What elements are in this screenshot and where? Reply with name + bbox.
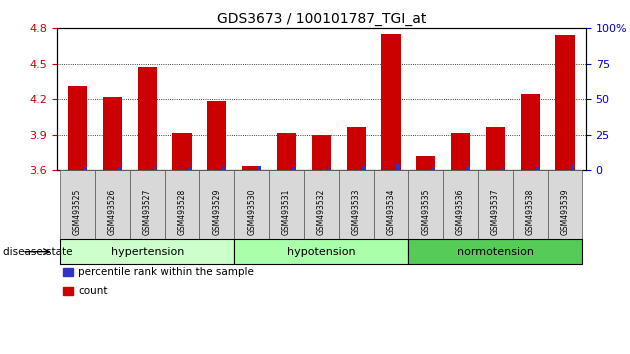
Text: GSM493533: GSM493533 [352, 189, 360, 235]
Text: GSM493537: GSM493537 [491, 189, 500, 235]
Bar [83, 167, 86, 170]
Title: GDS3673 / 100101787_TGI_at: GDS3673 / 100101787_TGI_at [217, 12, 426, 26]
Text: GSM493526: GSM493526 [108, 189, 117, 235]
Bar [188, 167, 191, 170]
Text: count: count [78, 286, 108, 296]
Bar [173, 133, 192, 170]
Text: disease state: disease state [3, 247, 72, 257]
Bar [242, 166, 261, 170]
Text: GSM493534: GSM493534 [386, 189, 396, 235]
Bar [222, 167, 226, 170]
Bar [292, 167, 295, 170]
Bar [346, 127, 365, 170]
Bar [362, 166, 365, 170]
Text: GSM493536: GSM493536 [456, 189, 465, 235]
Text: GSM493527: GSM493527 [143, 189, 152, 235]
Text: GSM493528: GSM493528 [178, 189, 186, 235]
Bar [327, 167, 330, 170]
Bar [451, 133, 470, 170]
Text: GSM493529: GSM493529 [212, 189, 221, 235]
Bar [118, 167, 122, 170]
Text: hypertension: hypertension [110, 247, 184, 257]
Bar [571, 164, 574, 170]
Bar [103, 97, 122, 170]
Bar [312, 135, 331, 170]
Text: GSM493525: GSM493525 [73, 189, 82, 235]
Bar [466, 167, 469, 170]
Bar [152, 166, 156, 170]
Text: GSM493539: GSM493539 [561, 189, 570, 235]
Text: GSM493530: GSM493530 [247, 189, 256, 235]
Bar [520, 95, 540, 170]
Text: percentile rank within the sample: percentile rank within the sample [78, 267, 254, 277]
Bar [381, 34, 401, 170]
Text: normotension: normotension [457, 247, 534, 257]
Text: hypotension: hypotension [287, 247, 355, 257]
Bar [396, 164, 400, 170]
Text: GSM493535: GSM493535 [421, 189, 430, 235]
Bar [277, 133, 296, 170]
Bar [257, 166, 261, 170]
Text: GSM493538: GSM493538 [525, 189, 535, 235]
Bar [486, 127, 505, 170]
Bar [137, 67, 157, 170]
Bar [536, 167, 539, 170]
Bar [501, 167, 505, 170]
Bar [432, 167, 435, 170]
Text: GSM493531: GSM493531 [282, 189, 291, 235]
Bar [207, 102, 226, 170]
Bar [556, 35, 575, 170]
Bar [416, 156, 435, 170]
Bar [68, 86, 87, 170]
Text: GSM493532: GSM493532 [317, 189, 326, 235]
